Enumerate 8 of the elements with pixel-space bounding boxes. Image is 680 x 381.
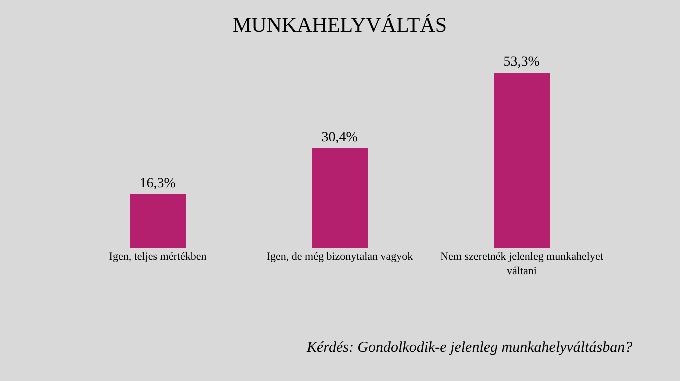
data-label: 16,3% xyxy=(140,176,176,192)
x-tick-label: Igen, teljes mértékben xyxy=(109,251,208,263)
x-tick-label: Nem szeretnék jelenleg munkahelyet váltani xyxy=(440,251,604,278)
chart-title: MUNKAHELYVÁLTÁS xyxy=(232,12,448,37)
x-tick-label: Igen, de még bizonytalan vagyok xyxy=(266,251,414,263)
data-label: 30,4% xyxy=(322,130,358,146)
text: Kérdés: Gondolkodik-e jelenleg munkahelyváltásban? xyxy=(306,340,634,356)
data-label: 53,3% xyxy=(504,55,540,70)
